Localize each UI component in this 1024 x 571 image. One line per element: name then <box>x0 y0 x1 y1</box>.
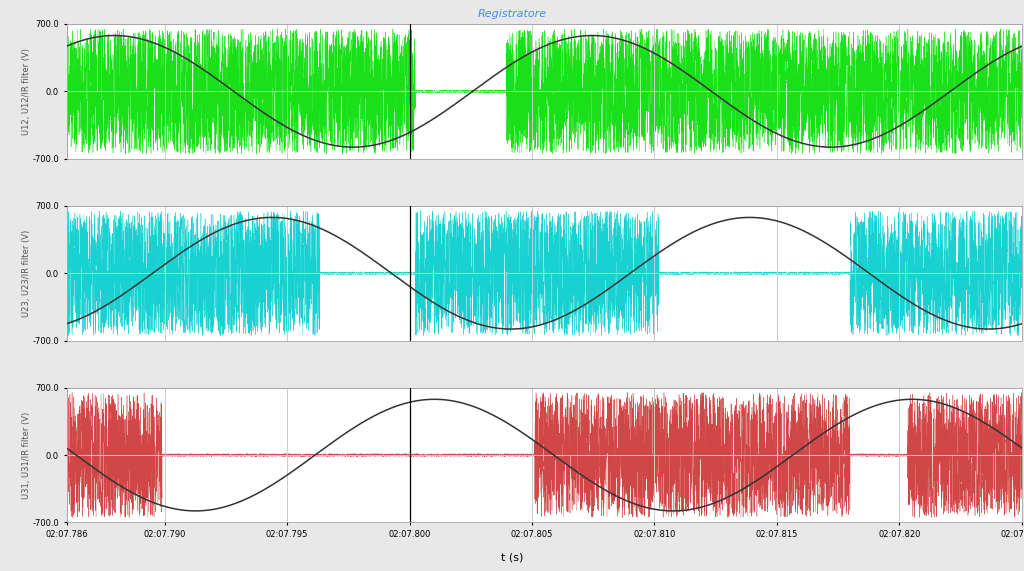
Y-axis label: U12, U12/IR filter (V): U12, U12/IR filter (V) <box>22 48 31 135</box>
Text: Registratore: Registratore <box>477 9 547 19</box>
Text: t (s): t (s) <box>501 552 523 562</box>
Y-axis label: U31, U31/IR filter (V): U31, U31/IR filter (V) <box>22 412 31 498</box>
Y-axis label: U23, U23/IR filter (V): U23, U23/IR filter (V) <box>22 230 31 317</box>
